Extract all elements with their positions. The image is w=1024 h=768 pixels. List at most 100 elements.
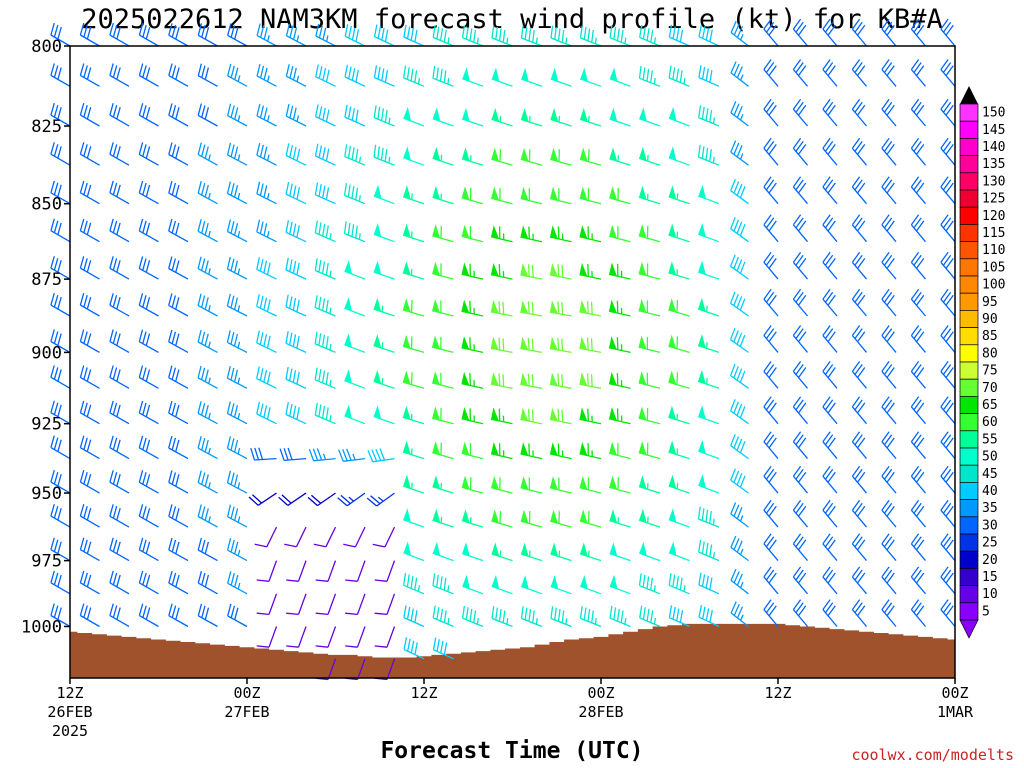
barb-flag [668, 65, 672, 78]
wind-barb [910, 98, 926, 127]
barb-flag [557, 301, 560, 314]
wind-barb [344, 104, 366, 127]
barb-flag [910, 251, 920, 263]
barb-flag [642, 607, 646, 620]
barb-shaft [356, 626, 366, 648]
wind-barb [168, 180, 189, 205]
barb-flag [910, 137, 920, 149]
barb-shaft [80, 230, 100, 243]
barb-flag [792, 533, 802, 545]
barb-pennant [490, 372, 499, 386]
barb-flag [698, 24, 703, 37]
barb-flag [171, 220, 177, 234]
wind-barb [50, 103, 71, 127]
barb-flag [233, 333, 239, 347]
barb-shaft [609, 37, 631, 47]
barb-shaft [50, 230, 71, 243]
barb-half-flag [653, 37, 657, 44]
colorbar-label: 90 [982, 312, 998, 327]
wind-barb [881, 18, 897, 47]
barb-flag [50, 470, 55, 483]
wind-barb [314, 295, 336, 317]
wind-barb [609, 147, 631, 166]
barb-flag [709, 29, 713, 42]
barb-flag [256, 63, 261, 77]
barb-half-flag [266, 193, 270, 200]
wind-barb [940, 98, 956, 127]
barb-pennant [403, 440, 411, 455]
barb-flag [410, 608, 414, 621]
barb-flag [414, 610, 418, 623]
wind-barb [491, 575, 513, 595]
barb-flag [325, 262, 329, 276]
barb-pennant [698, 223, 706, 237]
barb-flag [226, 256, 231, 270]
barb-flag [650, 610, 654, 623]
wind-barb [315, 23, 336, 47]
barb-shaft [697, 380, 720, 389]
barb-flag [739, 298, 746, 311]
barb-flag [296, 335, 300, 349]
barb-flag [881, 396, 890, 408]
barb-pennant [638, 406, 647, 421]
y-tick-label: 925 [31, 415, 62, 435]
wind-barb [285, 143, 307, 166]
barb-flag [945, 182, 954, 194]
wind-barb [374, 626, 396, 648]
barb-flag [86, 404, 92, 417]
wind-barb [337, 492, 366, 507]
barb-shaft [730, 445, 749, 460]
barb-flag [587, 264, 589, 277]
barb-flag [318, 25, 323, 39]
barb-flag [373, 105, 377, 118]
barb-shaft [373, 195, 395, 205]
barb-flag [289, 403, 293, 417]
colorbar-label: 115 [982, 226, 1005, 241]
wind-barb [462, 67, 484, 87]
barb-pennant [580, 542, 588, 557]
barb-flag [318, 404, 322, 417]
barb-half-flag [208, 412, 211, 420]
wind-barb [226, 366, 248, 389]
wind-barb [550, 542, 572, 562]
barb-flag [406, 606, 411, 620]
barb-pennant [490, 336, 499, 350]
barb-half-flag [237, 377, 241, 384]
barb-flag [883, 502, 893, 514]
barb-flag [739, 441, 746, 453]
wind-barb [609, 107, 631, 127]
barb-half-flag [267, 75, 270, 82]
wind-barb [822, 533, 838, 562]
barb-flag [795, 141, 804, 152]
wind-barb [285, 181, 307, 205]
barb-pennant [579, 476, 588, 490]
wind-barb [374, 560, 396, 582]
barb-flag [587, 511, 590, 524]
barb-flag [729, 327, 736, 340]
barb-shaft [317, 492, 336, 507]
barb-flag [676, 27, 680, 41]
barb-pennant [698, 439, 706, 454]
barb-shaft [432, 617, 454, 628]
barb-flag [881, 214, 890, 226]
barb-shaft [432, 196, 454, 205]
barb-flag [142, 105, 147, 118]
barb-half-flag [237, 154, 241, 161]
wind-barb [668, 65, 690, 87]
wind-barb [638, 335, 661, 354]
barb-flag [822, 59, 831, 70]
barb-flag [230, 331, 235, 345]
barb-flag [83, 402, 88, 415]
barb-shaft [227, 549, 248, 562]
barb-flag [50, 365, 55, 378]
barb-pennant [549, 407, 558, 421]
barb-flag [824, 141, 834, 152]
barb-shaft [80, 412, 100, 425]
wind-barb [256, 593, 278, 616]
x-tick-label: 12Z [764, 684, 791, 702]
barb-flag [915, 572, 925, 584]
barb-half-flag [506, 37, 509, 44]
wind-barb [109, 63, 130, 87]
barb-flag [355, 187, 359, 200]
barb-pennant [491, 147, 499, 162]
